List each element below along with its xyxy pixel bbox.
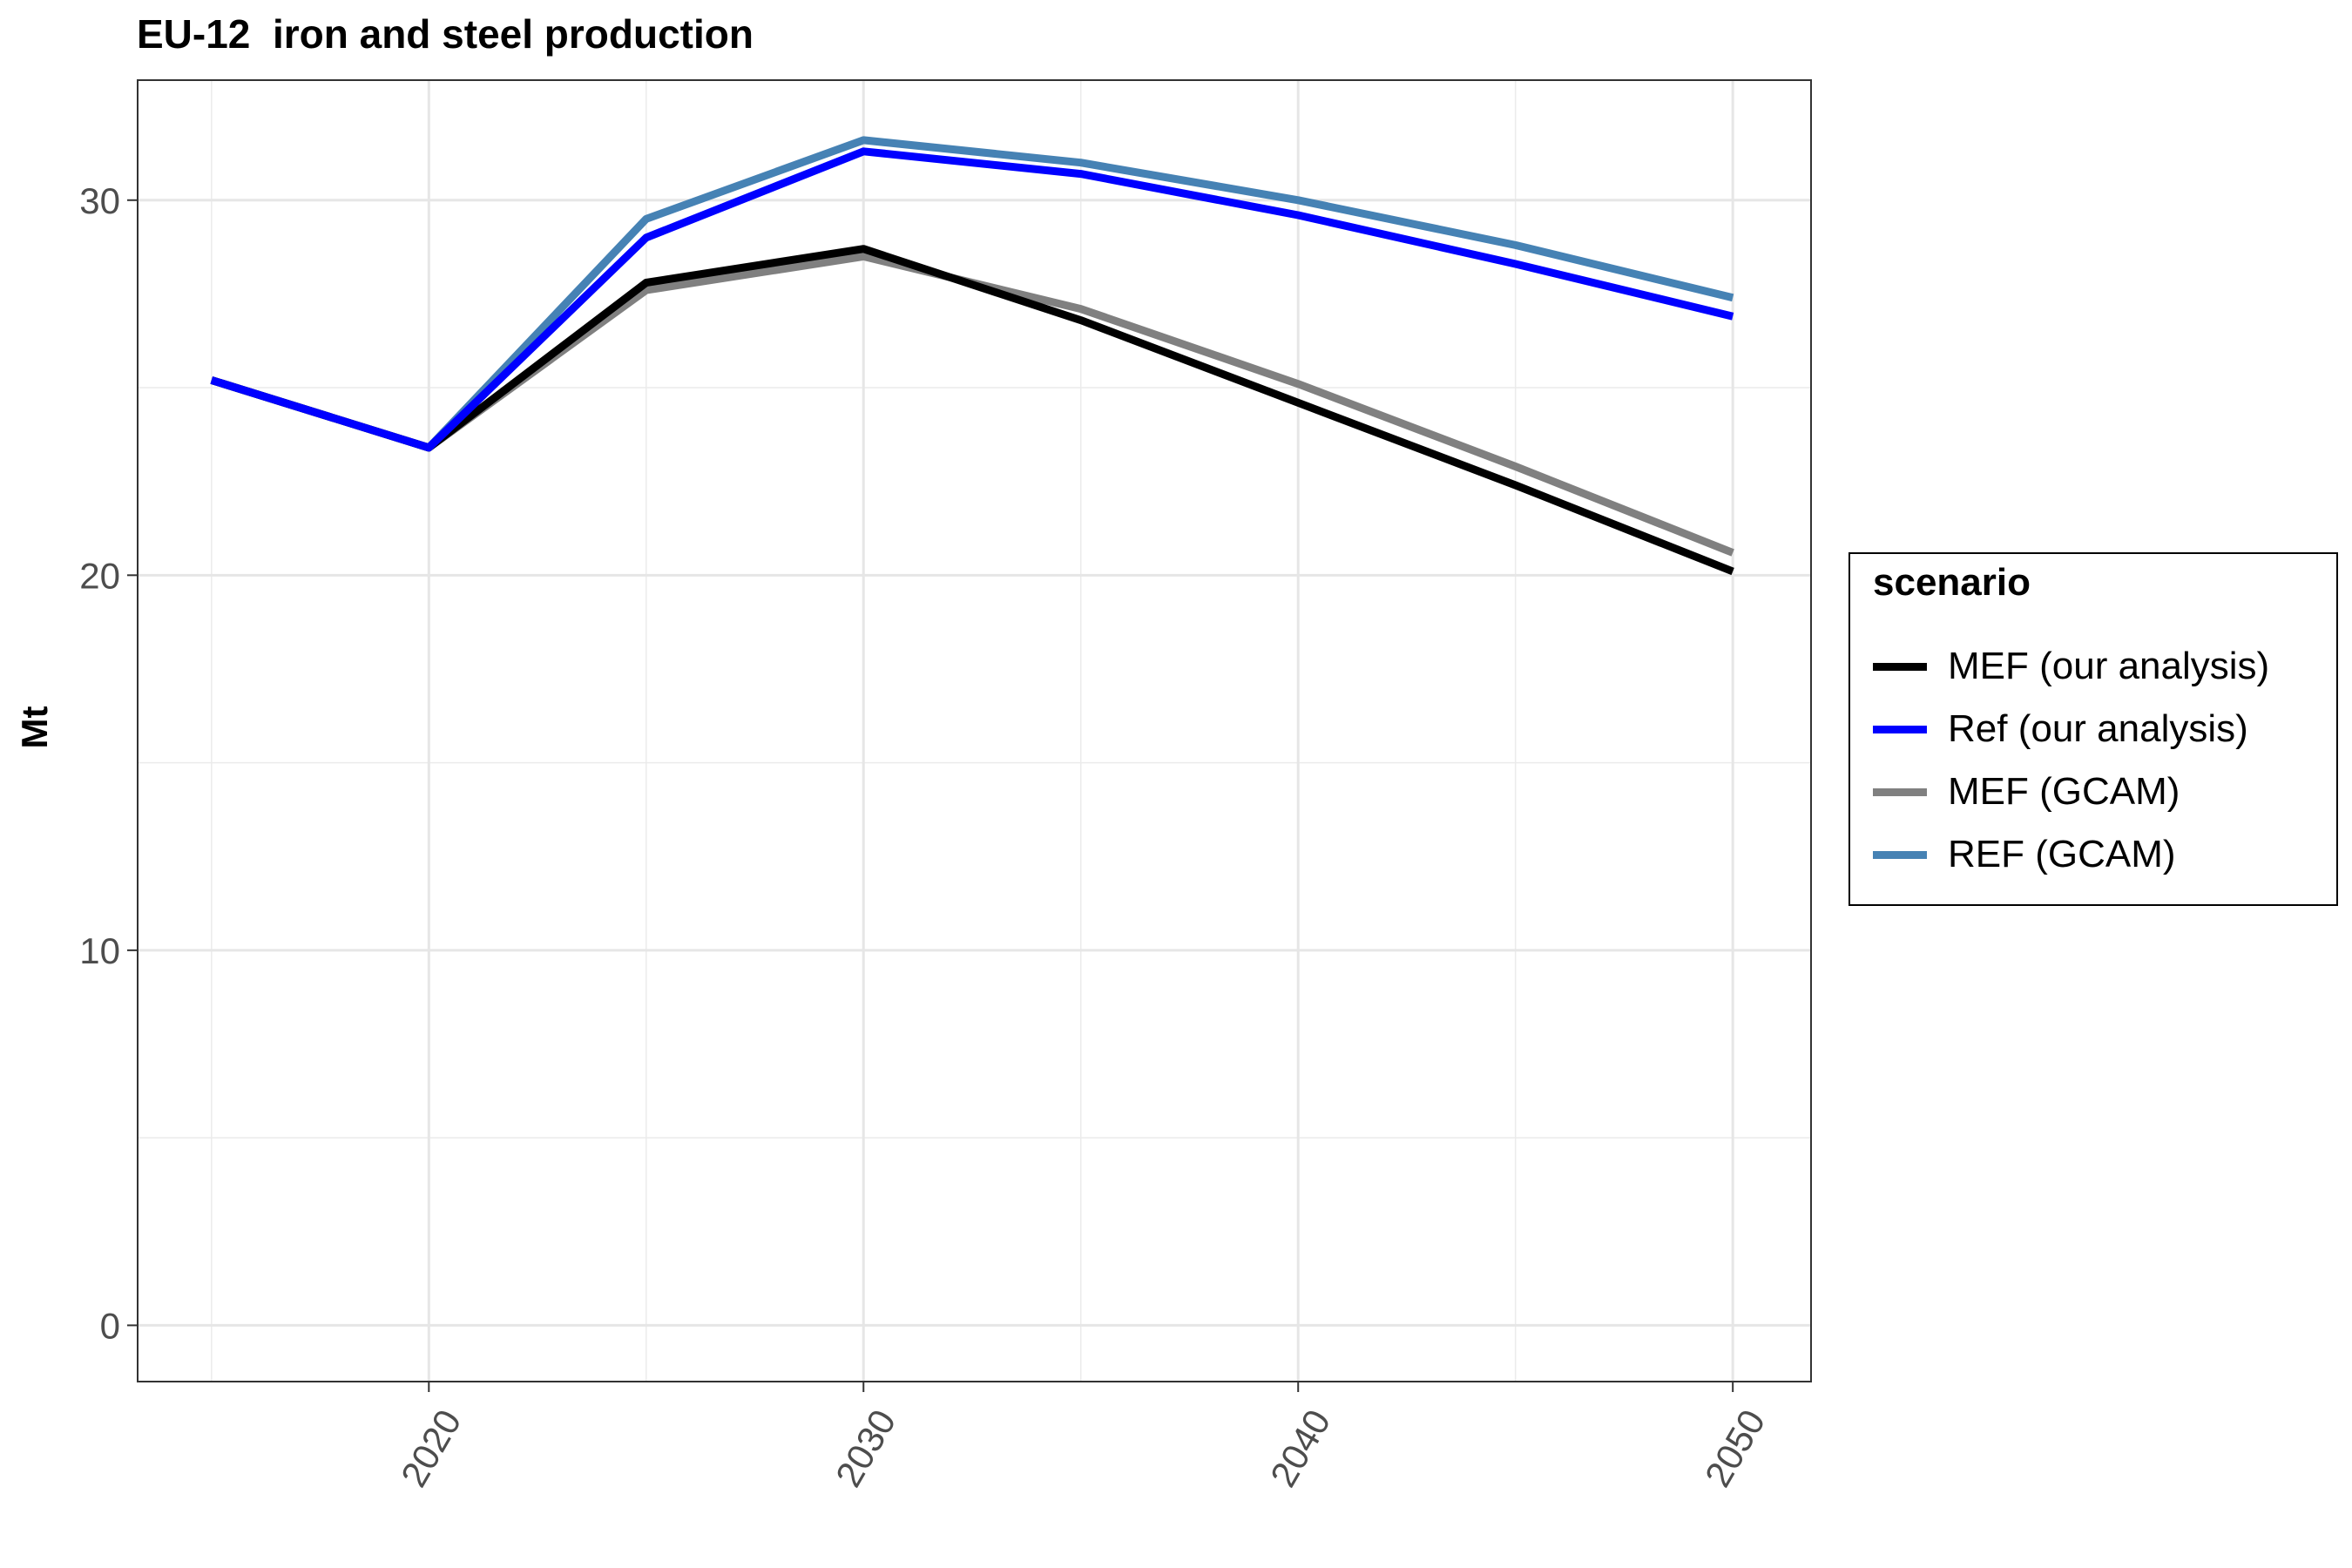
legend-swatch [1873,788,1927,796]
series-line-ref-our-analysis [210,147,1734,452]
x-tick-label: 2050 [1697,1402,1773,1493]
y-tick-label: 0 [100,1305,120,1346]
x-tick-label: 2020 [393,1402,469,1493]
y-tick-label: 10 [79,930,120,971]
legend-title: scenario [1873,561,2031,604]
y-tick-label: 30 [79,180,120,221]
panel-border [137,79,1812,1382]
legend: scenario MEF (our analysis) Ref (our anal… [1848,552,2338,906]
legend-swatch [1873,851,1927,859]
series-line-mef-our-analysis [210,245,1734,576]
series-line-mef-gcam [210,252,1734,557]
major-gridlines [138,80,1811,1382]
legend-item: REF (GCAM) [1873,828,2326,880]
series-lines [210,136,1734,576]
legend-item: MEF (GCAM) [1873,765,2326,817]
legend-label: MEF (our analysis) [1948,645,2270,687]
legend-item: Ref (our analysis) [1873,702,2326,754]
legend-label: REF (GCAM) [1948,833,2176,875]
legend-label: MEF (GCAM) [1948,770,2180,813]
chart-title: EU-12 iron and steel production [137,11,754,57]
minor-gridlines [138,80,1811,1382]
series-line-ref-gcam [210,136,1734,452]
legend-item: MEF (our analysis) [1873,639,2326,692]
legend-label: Ref (our analysis) [1948,707,2248,750]
x-tick-label: 2040 [1262,1402,1338,1493]
x-axis-ticks: 2020 2030 2040 2050 [393,1382,1773,1494]
legend-swatch [1873,726,1927,733]
legend-swatch [1873,663,1927,671]
y-tick-label: 20 [79,555,120,596]
y-axis-ticks: 0 10 20 30 [79,180,138,1346]
x-tick-label: 2030 [828,1402,903,1493]
